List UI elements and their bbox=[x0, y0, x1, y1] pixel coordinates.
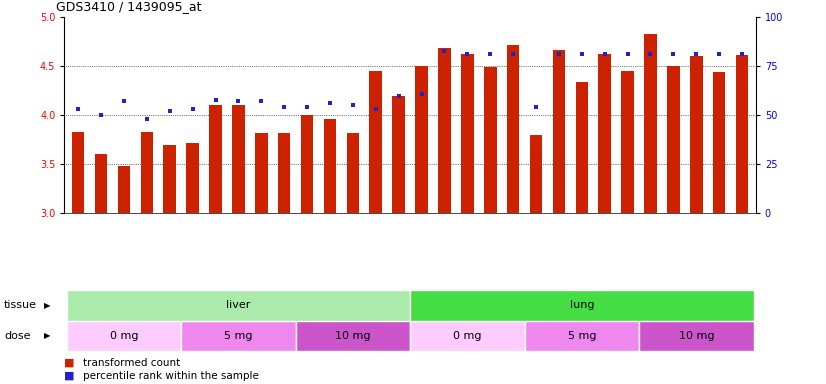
Text: GSM326959: GSM326959 bbox=[601, 290, 610, 336]
Text: GSM326958: GSM326958 bbox=[234, 290, 243, 336]
Text: GSM326949: GSM326949 bbox=[486, 290, 495, 336]
Bar bbox=[576, 82, 588, 213]
Bar bbox=[67, 321, 181, 351]
Text: GSM326965: GSM326965 bbox=[669, 290, 678, 336]
Text: 5 mg: 5 mg bbox=[224, 331, 253, 341]
Bar bbox=[72, 132, 84, 213]
Text: GSM326945: GSM326945 bbox=[440, 290, 449, 336]
Text: GSM326947: GSM326947 bbox=[463, 290, 472, 336]
Text: lung: lung bbox=[570, 300, 594, 310]
Text: GSM326956: GSM326956 bbox=[211, 290, 220, 336]
Text: GSM326963: GSM326963 bbox=[646, 290, 655, 336]
Text: GSM326948: GSM326948 bbox=[120, 290, 129, 336]
Text: 5 mg: 5 mg bbox=[567, 331, 596, 341]
Bar bbox=[484, 67, 496, 213]
Bar bbox=[347, 133, 359, 213]
Bar bbox=[644, 34, 657, 213]
Text: percentile rank within the sample: percentile rank within the sample bbox=[83, 371, 259, 381]
Text: GSM326960: GSM326960 bbox=[257, 290, 266, 336]
Text: ■: ■ bbox=[64, 358, 75, 368]
Bar bbox=[525, 321, 639, 351]
Text: 10 mg: 10 mg bbox=[335, 331, 371, 341]
Bar bbox=[296, 321, 410, 351]
Text: ▶: ▶ bbox=[44, 301, 50, 310]
Text: liver: liver bbox=[226, 300, 250, 310]
Bar bbox=[410, 321, 525, 351]
Text: GSM326970: GSM326970 bbox=[371, 290, 380, 336]
Text: GSM326966: GSM326966 bbox=[325, 290, 335, 336]
Bar bbox=[507, 45, 520, 213]
Text: tissue: tissue bbox=[4, 300, 37, 310]
Bar bbox=[598, 55, 611, 213]
Bar bbox=[301, 115, 313, 213]
Text: dose: dose bbox=[4, 331, 31, 341]
Bar bbox=[181, 321, 296, 351]
Bar bbox=[690, 56, 703, 213]
Text: GSM326943: GSM326943 bbox=[417, 290, 426, 336]
Bar bbox=[369, 71, 382, 213]
Bar bbox=[713, 72, 725, 213]
Text: GSM326972: GSM326972 bbox=[394, 290, 403, 336]
Text: GSM326951: GSM326951 bbox=[509, 290, 518, 336]
Bar bbox=[415, 66, 428, 213]
Text: GSM326962: GSM326962 bbox=[280, 290, 289, 336]
Text: GSM326944: GSM326944 bbox=[74, 290, 83, 336]
Bar bbox=[529, 135, 543, 213]
Text: GSM326969: GSM326969 bbox=[714, 290, 724, 336]
Bar bbox=[461, 53, 473, 213]
Bar bbox=[410, 290, 753, 321]
Text: GSM326957: GSM326957 bbox=[577, 290, 586, 336]
Text: GSM326953: GSM326953 bbox=[531, 290, 540, 336]
Bar bbox=[278, 133, 291, 213]
Bar bbox=[639, 321, 753, 351]
Text: 0 mg: 0 mg bbox=[453, 331, 482, 341]
Text: ■: ■ bbox=[64, 371, 75, 381]
Text: GSM326955: GSM326955 bbox=[554, 290, 563, 336]
Bar bbox=[553, 50, 565, 213]
Bar bbox=[95, 154, 107, 213]
Bar bbox=[667, 66, 680, 213]
Text: GSM326946: GSM326946 bbox=[97, 290, 106, 336]
Bar bbox=[438, 48, 451, 213]
Text: GSM326952: GSM326952 bbox=[165, 290, 174, 336]
Bar bbox=[232, 106, 244, 213]
Text: GSM326968: GSM326968 bbox=[349, 290, 358, 336]
Text: GSM326971: GSM326971 bbox=[738, 290, 747, 336]
Text: GSM326961: GSM326961 bbox=[623, 290, 632, 336]
Bar bbox=[736, 55, 748, 213]
Text: transformed count: transformed count bbox=[83, 358, 180, 368]
Text: GDS3410 / 1439095_at: GDS3410 / 1439095_at bbox=[56, 0, 202, 13]
Bar bbox=[255, 133, 268, 213]
Bar bbox=[187, 142, 199, 213]
Bar bbox=[67, 290, 411, 321]
Bar bbox=[117, 166, 131, 213]
Text: GSM326954: GSM326954 bbox=[188, 290, 197, 336]
Bar bbox=[621, 71, 634, 213]
Text: GSM326967: GSM326967 bbox=[691, 290, 700, 336]
Bar bbox=[164, 145, 176, 213]
Text: 0 mg: 0 mg bbox=[110, 331, 138, 341]
Text: GSM326950: GSM326950 bbox=[142, 290, 151, 336]
Bar bbox=[140, 132, 153, 213]
Text: ▶: ▶ bbox=[44, 331, 50, 341]
Text: GSM326964: GSM326964 bbox=[302, 290, 311, 336]
Text: 10 mg: 10 mg bbox=[678, 331, 714, 341]
Bar bbox=[392, 96, 405, 213]
Bar bbox=[324, 119, 336, 213]
Bar bbox=[209, 106, 222, 213]
